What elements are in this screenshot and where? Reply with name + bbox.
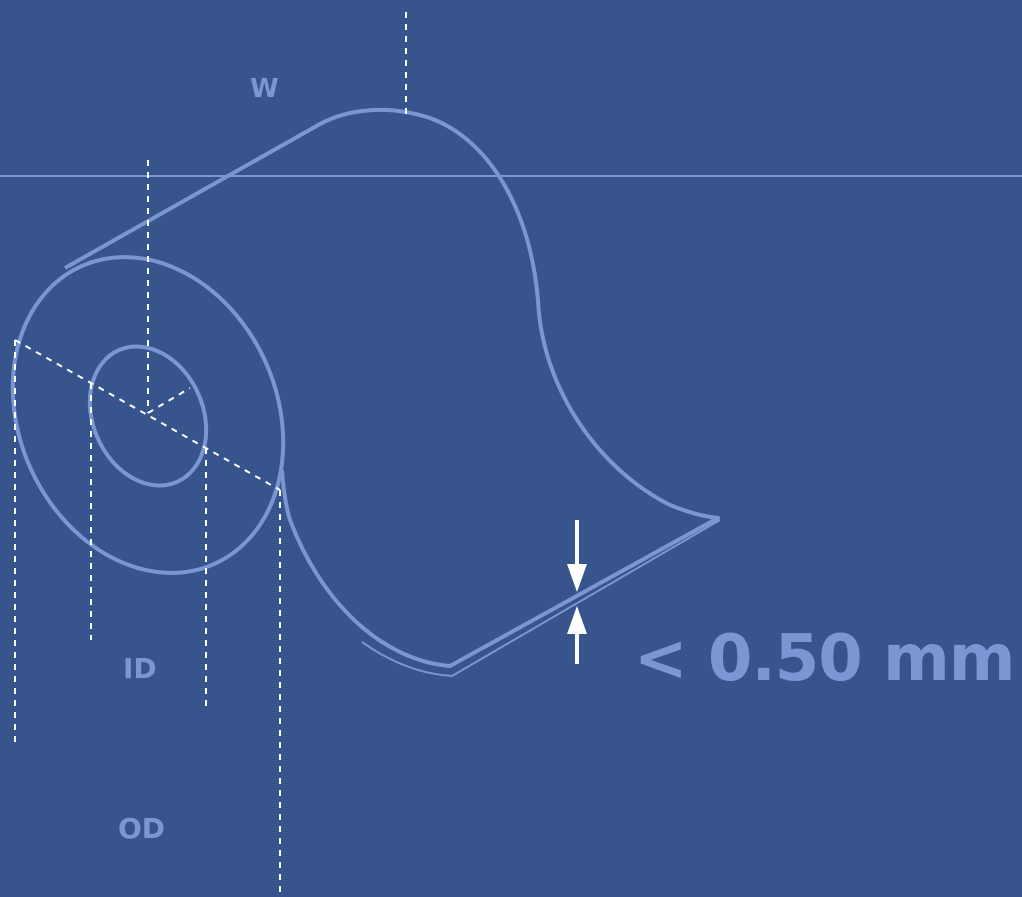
roll-outline bbox=[64, 107, 720, 668]
inner-diameter-label: ID bbox=[123, 652, 157, 685]
thickness-arrows bbox=[567, 520, 587, 664]
arrow-down-head bbox=[567, 564, 587, 592]
thickness-label: < 0.50 mm bbox=[634, 622, 1015, 696]
roll-front-face bbox=[10, 255, 286, 575]
roll-core bbox=[87, 344, 209, 488]
core-axis-line bbox=[147, 387, 191, 414]
tape-thickness-edge bbox=[361, 519, 721, 678]
outer-diameter-label: OD bbox=[118, 812, 166, 845]
width-label: W bbox=[250, 74, 279, 104]
arrow-up-head bbox=[567, 606, 587, 634]
diameter-line bbox=[14, 339, 281, 491]
dimension-lines bbox=[14, 12, 407, 897]
